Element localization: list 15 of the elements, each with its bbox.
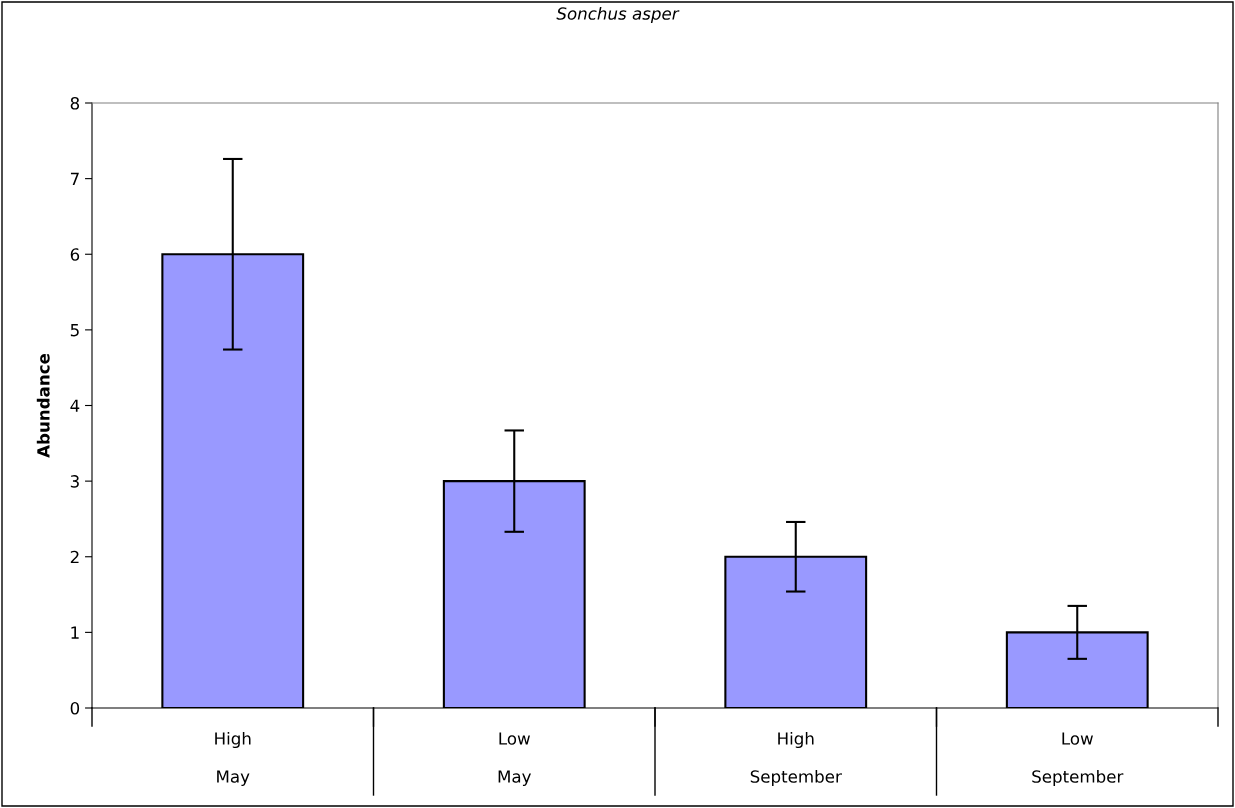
y-tick-label: 7 (70, 172, 79, 185)
y-tick-label: 6 (70, 248, 80, 261)
chart-title: Sonchus asper (556, 6, 680, 24)
y-tick-label: 3 (70, 475, 79, 488)
category-label: Low September (1032, 732, 1124, 787)
y-axis-title: Abundance (36, 353, 50, 458)
category-label: High May (215, 731, 251, 787)
category-label: High September (750, 731, 842, 787)
y-tick-label: 4 (70, 399, 80, 412)
y-tick-label: 0 (70, 701, 80, 715)
y-tick-label: 2 (70, 550, 79, 564)
y-tick-label: 8 (70, 96, 80, 110)
y-tick-label: 5 (70, 324, 79, 337)
y-tick-label: 1 (71, 626, 79, 639)
category-label: Low May (498, 732, 531, 787)
